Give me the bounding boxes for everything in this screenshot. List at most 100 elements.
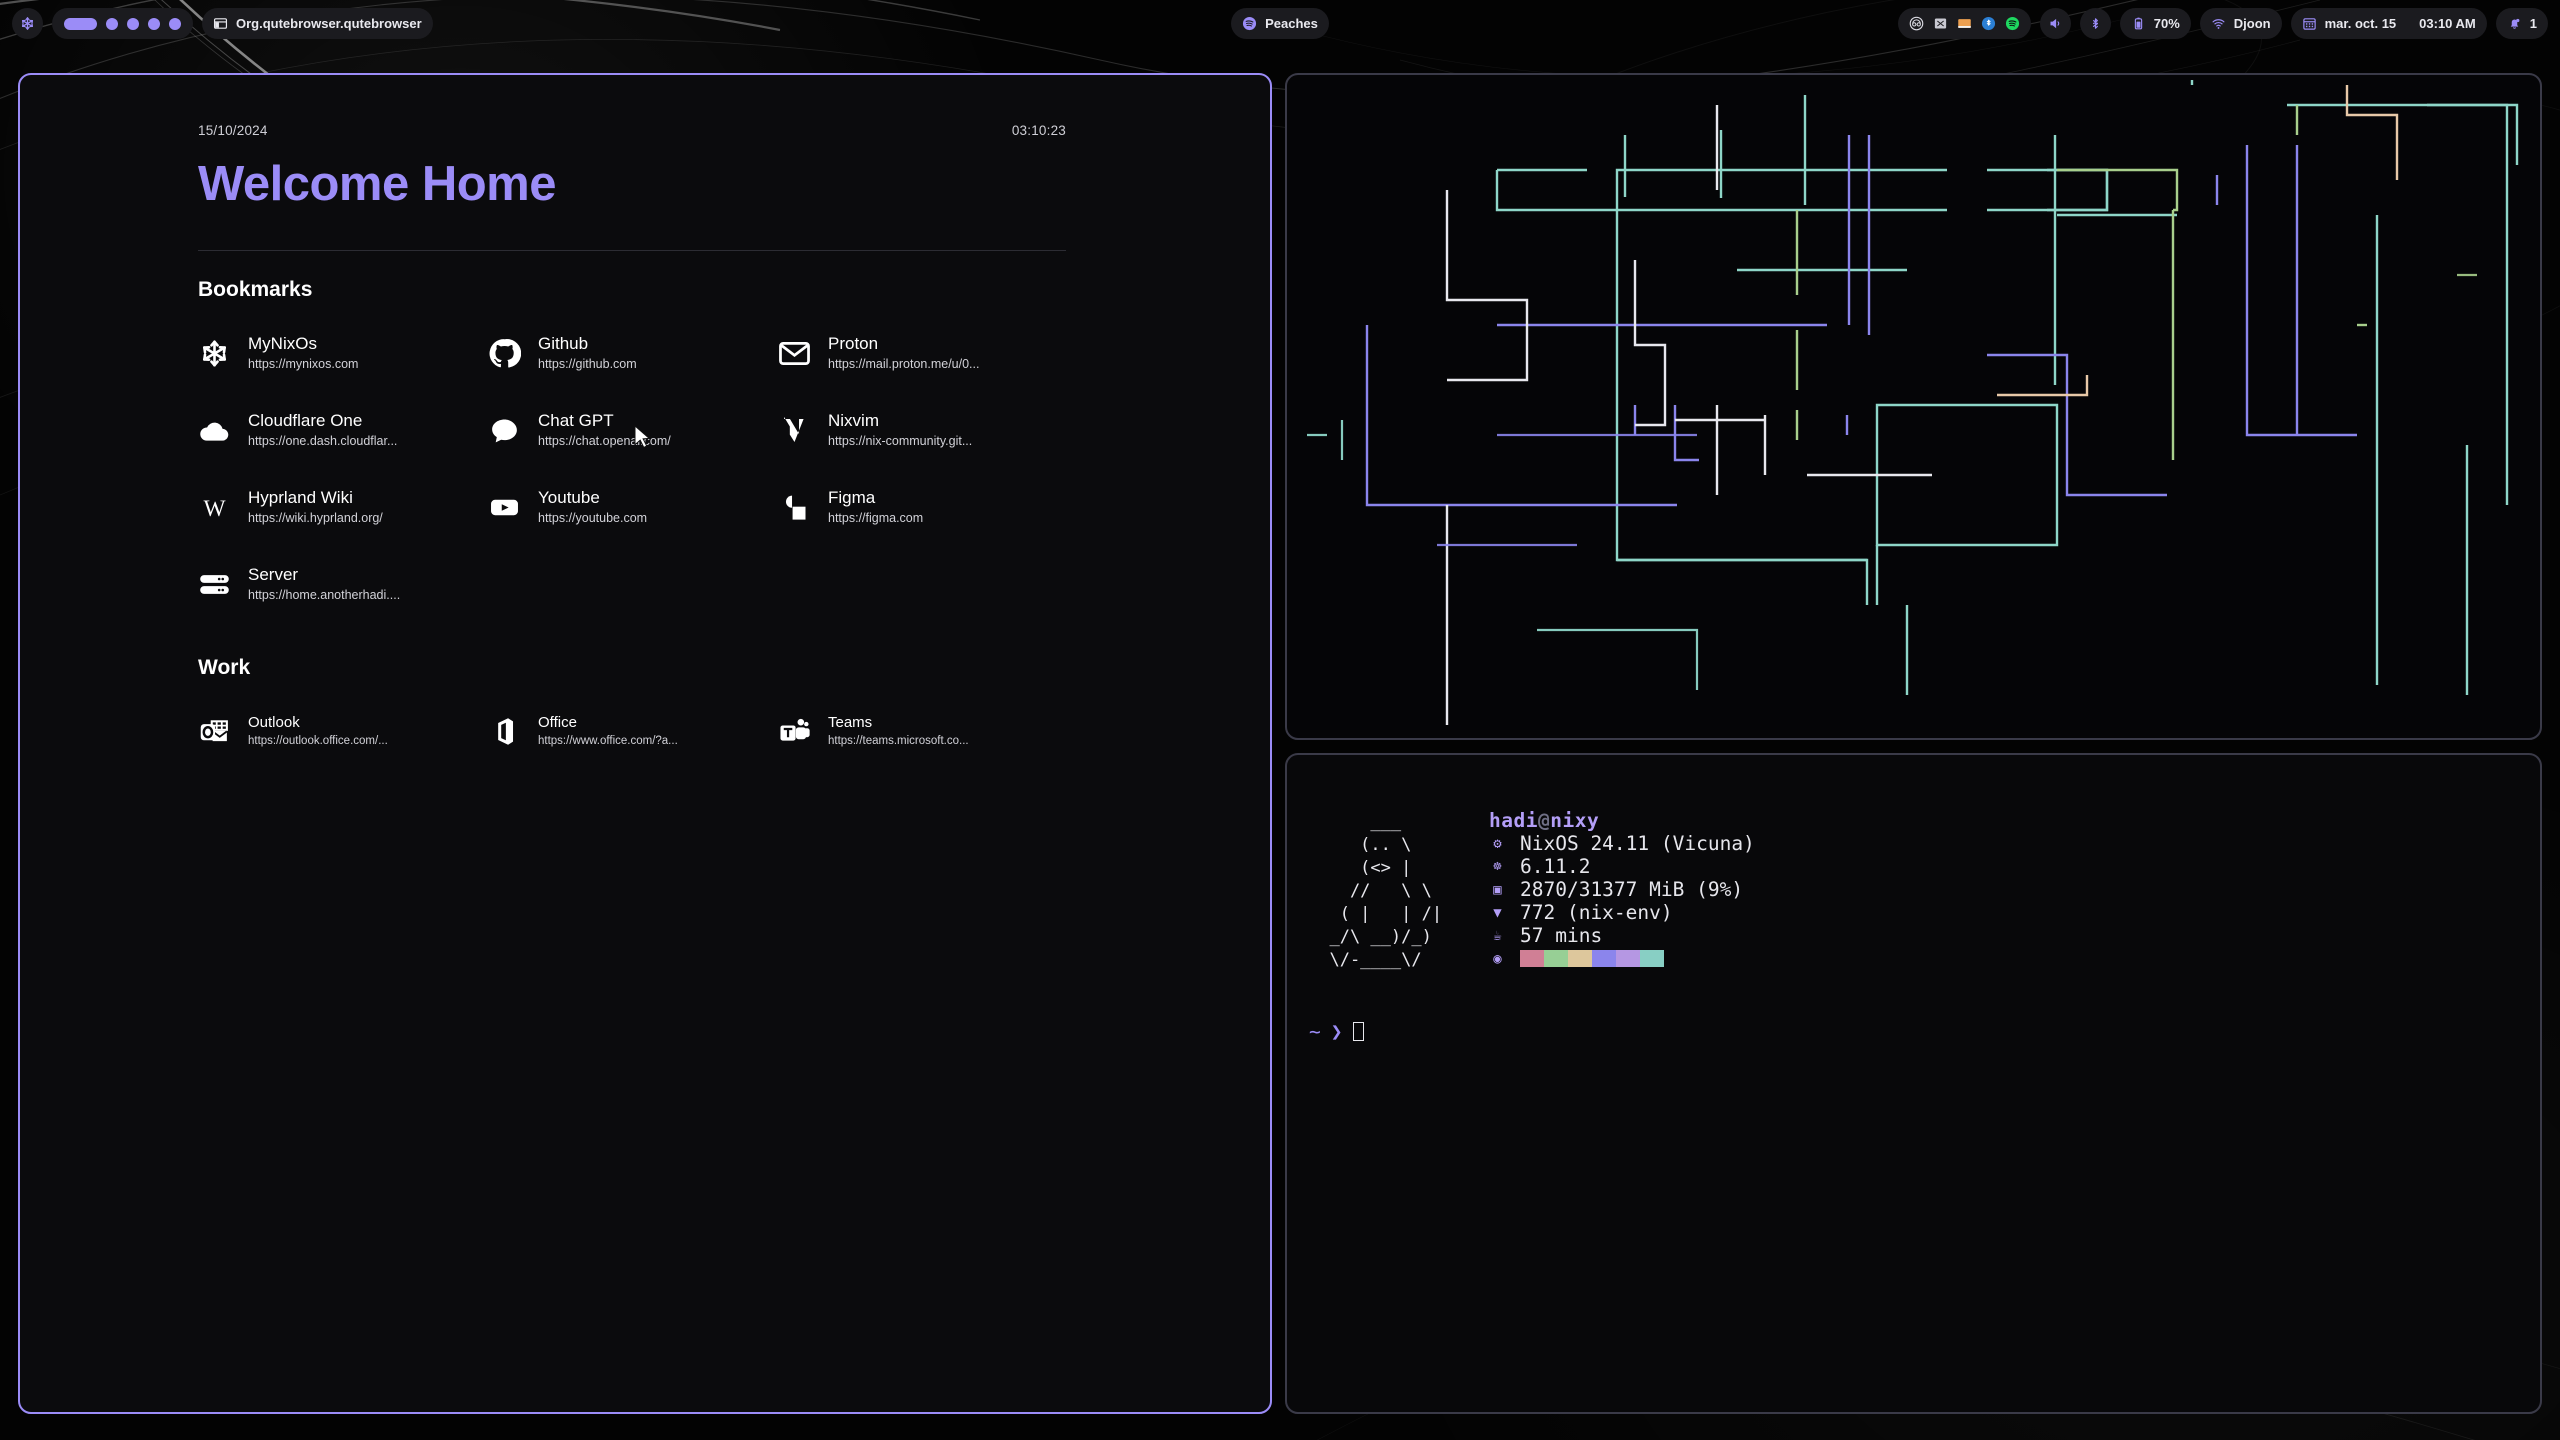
gear-icon: ⚙ bbox=[1493, 835, 1502, 852]
bookmark-mynixos[interactable]: MyNixOs https://mynixos.com bbox=[198, 324, 488, 382]
fastfetch-kernel-value: 6.11.2 bbox=[1520, 855, 1591, 878]
clock-pill[interactable]: mar. oct. 15 03:10 AM bbox=[2290, 8, 2487, 39]
status-bar-right: 70% Djoon bbox=[1897, 8, 2548, 39]
bookmark-name: Teams bbox=[828, 713, 873, 731]
bookmark-name: Outlook bbox=[248, 713, 300, 731]
palette-swatch-1 bbox=[1520, 950, 1544, 967]
keyboard-icon[interactable] bbox=[1933, 16, 1948, 31]
startpage-meta: 15/10/2024 03:10:23 bbox=[198, 123, 1066, 138]
qutebrowser-window[interactable]: 15/10/2024 03:10:23 Welcome Home Bookmar… bbox=[18, 73, 1272, 1414]
workspace-button-2[interactable] bbox=[106, 17, 118, 30]
spotify-icon bbox=[1243, 16, 1257, 31]
github-icon bbox=[488, 337, 521, 370]
work-grid: Outlook https://outlook.office.com/... O… bbox=[198, 702, 1066, 760]
fastfetch-uptime-value: 57 mins bbox=[1520, 924, 1603, 947]
fastfetch-row-colors: ◉ bbox=[1489, 947, 1755, 970]
startpage-date: 15/10/2024 bbox=[198, 123, 268, 138]
terminal-window[interactable]: ___ (.. \ (<> | // \ \ ( | | /| _/\ __)/… bbox=[1285, 753, 2542, 1414]
startpage-time: 03:10:23 bbox=[1011, 123, 1066, 138]
workspace-button-3[interactable] bbox=[127, 17, 139, 30]
wifi-icon bbox=[2212, 19, 2225, 29]
chat-bubble-icon bbox=[488, 414, 521, 447]
section-heading-work: Work bbox=[198, 656, 251, 679]
bookmark-url: https://mail.proton.me/u/0... bbox=[828, 357, 980, 371]
bookmark-cloudflare-one[interactable]: Cloudflare One https://one.dash.cloudfla… bbox=[198, 401, 488, 459]
active-window-title: Org.qutebrowser.qutebrowser bbox=[236, 16, 422, 31]
fastfetch-packages-value: 772 (nix-env) bbox=[1520, 901, 1673, 924]
palette-swatch-5 bbox=[1616, 950, 1640, 967]
bookmark-hyprland-wiki[interactable]: W Hyprland Wiki https://wiki.hyprland.or… bbox=[198, 478, 488, 536]
window-icon bbox=[213, 18, 228, 29]
battery-pill[interactable]: 70% bbox=[2119, 8, 2191, 39]
headphones-icon[interactable] bbox=[1909, 16, 1924, 31]
bookmark-github[interactable]: Github https://github.com bbox=[488, 324, 778, 382]
battery-icon bbox=[2134, 17, 2142, 30]
status-bar-left: Org.qutebrowser.qutebrowser bbox=[12, 8, 433, 39]
orange-square-icon[interactable] bbox=[1957, 16, 1972, 31]
network-ssid: Djoon bbox=[2233, 16, 2271, 31]
bookmark-url: https://youtube.com bbox=[538, 511, 648, 525]
terminal-cursor bbox=[1352, 1022, 1364, 1041]
bookmark-office[interactable]: Office https://www.office.com/?a... bbox=[488, 702, 778, 760]
palette-icon: ◉ bbox=[1493, 950, 1502, 967]
fastfetch-host: nixy bbox=[1550, 809, 1600, 832]
bookmark-text: Youtube https://youtube.com bbox=[538, 489, 647, 525]
volume-button[interactable] bbox=[2039, 8, 2071, 39]
prompt-arrow: ❯ bbox=[1330, 1020, 1343, 1043]
notification-count: 1 bbox=[2529, 16, 2537, 31]
bookmark-name: Cloudflare One bbox=[248, 411, 363, 431]
launcher-button[interactable] bbox=[12, 8, 43, 39]
fastfetch-row-packages: ▼ 772 (nix-env) bbox=[1489, 901, 1755, 924]
shell-prompt[interactable]: ~ ❯ bbox=[1287, 1020, 2540, 1043]
fastfetch-output: ___ (.. \ (<> | // \ \ ( | | /| _/\ __)/… bbox=[1287, 809, 2540, 972]
bookmark-url: https://home.anotherhadi.... bbox=[248, 588, 401, 602]
active-window-pill[interactable]: Org.qutebrowser.qutebrowser bbox=[202, 8, 433, 39]
workspace-button-5[interactable] bbox=[169, 17, 181, 30]
workspace-button-1[interactable] bbox=[64, 17, 97, 30]
bookmark-name: Figma bbox=[828, 488, 876, 508]
bookmark-figma[interactable]: Figma https://figma.com bbox=[778, 478, 1068, 536]
workspace-button-4[interactable] bbox=[148, 17, 160, 30]
coffee-cup-icon: ☕ bbox=[1493, 927, 1502, 944]
palette-swatch-3 bbox=[1568, 950, 1592, 967]
bookmark-name: Nixvim bbox=[828, 411, 879, 431]
system-tray[interactable] bbox=[1897, 8, 2031, 39]
bookmark-name: Proton bbox=[828, 334, 879, 354]
bookmark-text: Chat GPT https://chat.openai.com/ bbox=[538, 412, 671, 448]
fastfetch-info: hadi@nixy ⚙ NixOS 24.11 (Vicuna) ☸ 6.11.… bbox=[1489, 809, 1755, 972]
bluetooth-button[interactable] bbox=[2079, 8, 2111, 39]
bookmark-text: Teams https://teams.microsoft.co... bbox=[828, 713, 969, 748]
bookmark-url: https://nix-community.git... bbox=[828, 434, 973, 448]
nix-snowflake-icon bbox=[21, 17, 34, 30]
bookmark-outlook[interactable]: Outlook https://outlook.office.com/... bbox=[198, 702, 488, 760]
bookmark-name: Office bbox=[538, 713, 577, 731]
bookmark-chat-gpt[interactable]: Chat GPT https://chat.openai.com/ bbox=[488, 401, 778, 459]
notifications-pill[interactable]: 1 bbox=[2495, 8, 2548, 39]
pipes-screensaver-window[interactable] bbox=[1285, 73, 2542, 740]
bookmark-text: Github https://github.com bbox=[538, 335, 637, 371]
bookmark-proton[interactable]: Proton https://mail.proton.me/u/0... bbox=[778, 324, 1068, 382]
nix-snowflake-icon bbox=[198, 337, 231, 370]
page-title: Welcome Home bbox=[198, 157, 556, 211]
figma-icon bbox=[778, 491, 811, 524]
svg-text:W: W bbox=[203, 495, 225, 521]
palette-swatch-2 bbox=[1544, 950, 1568, 967]
bookmark-youtube[interactable]: Youtube https://youtube.com bbox=[488, 478, 778, 536]
bluetooth-icon[interactable] bbox=[1981, 16, 1996, 31]
workspace-indicator[interactable] bbox=[52, 8, 193, 39]
bookmark-name: MyNixOs bbox=[248, 334, 317, 354]
bookmark-url: https://one.dash.cloudflar... bbox=[248, 434, 398, 448]
bookmark-server[interactable]: Server https://home.anotherhadi.... bbox=[198, 555, 488, 613]
spotify-icon[interactable] bbox=[2005, 16, 2020, 31]
bookmark-nixvim[interactable]: Nixvim https://nix-community.git... bbox=[778, 401, 1068, 459]
fastfetch-row-memory: ▣ 2870/31377 MiB (9%) bbox=[1489, 878, 1755, 901]
bookmark-name: Hyprland Wiki bbox=[248, 488, 353, 508]
bookmark-url: https://outlook.office.com/... bbox=[248, 735, 388, 748]
bookmark-teams[interactable]: Teams https://teams.microsoft.co... bbox=[778, 702, 1068, 760]
bookmark-name: Youtube bbox=[538, 488, 600, 508]
network-pill[interactable]: Djoon bbox=[2199, 8, 2282, 39]
media-player-pill[interactable]: Peaches bbox=[1231, 8, 1329, 39]
bookmark-grid: MyNixOs https://mynixos.com Github https… bbox=[198, 324, 1066, 613]
palette-swatch-4 bbox=[1592, 950, 1616, 967]
fastfetch-user: hadi bbox=[1489, 809, 1538, 832]
